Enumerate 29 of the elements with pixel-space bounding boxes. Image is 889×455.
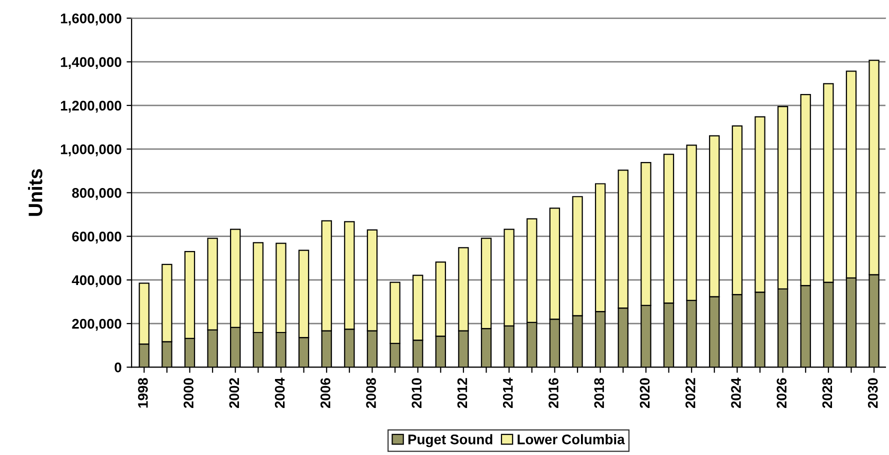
x-tick-label: 1998 bbox=[138, 378, 148, 408]
y-axis-title: Units bbox=[28, 169, 42, 216]
legend-label: Puget Sound bbox=[408, 434, 492, 448]
x-tick-label: 2016 bbox=[548, 378, 558, 408]
y-tick-label: 200,000 bbox=[72, 318, 122, 331]
x-tick-label: 2028 bbox=[822, 378, 832, 408]
y-tick-label: 0 bbox=[114, 362, 122, 372]
x-tick-label: 2010 bbox=[412, 378, 422, 408]
x-tick-label: 2030 bbox=[868, 378, 878, 408]
x-tick-label: 2020 bbox=[640, 378, 650, 408]
y-tick-label: 1,200,000 bbox=[60, 100, 122, 113]
x-tick-label: 2008 bbox=[366, 378, 376, 408]
x-tick-label: 2000 bbox=[184, 378, 194, 408]
x-tick-label: 2018 bbox=[594, 378, 604, 408]
x-tick-label: 2014 bbox=[502, 378, 513, 408]
x-tick-label: 2022 bbox=[685, 378, 696, 408]
y-tick-label: 1,600,000 bbox=[60, 14, 122, 26]
legend-label: Lower Columbia bbox=[518, 434, 625, 444]
x-tick-label: 2026 bbox=[776, 378, 787, 408]
x-tick-label: 2012 bbox=[457, 378, 468, 408]
x-tick-label: 2024 bbox=[731, 378, 741, 408]
y-tick-label: 400,000 bbox=[72, 275, 122, 288]
x-tick-label: 2002 bbox=[229, 378, 240, 408]
x-tick-label: 2004 bbox=[274, 378, 285, 408]
y-tick-label: 1,000,000 bbox=[60, 144, 122, 156]
y-tick-label: 1,400,000 bbox=[60, 57, 122, 70]
y-tick-label: 600,000 bbox=[72, 232, 122, 244]
x-tick-label: 2006 bbox=[320, 378, 330, 408]
y-tick-label: 800,000 bbox=[72, 188, 122, 200]
